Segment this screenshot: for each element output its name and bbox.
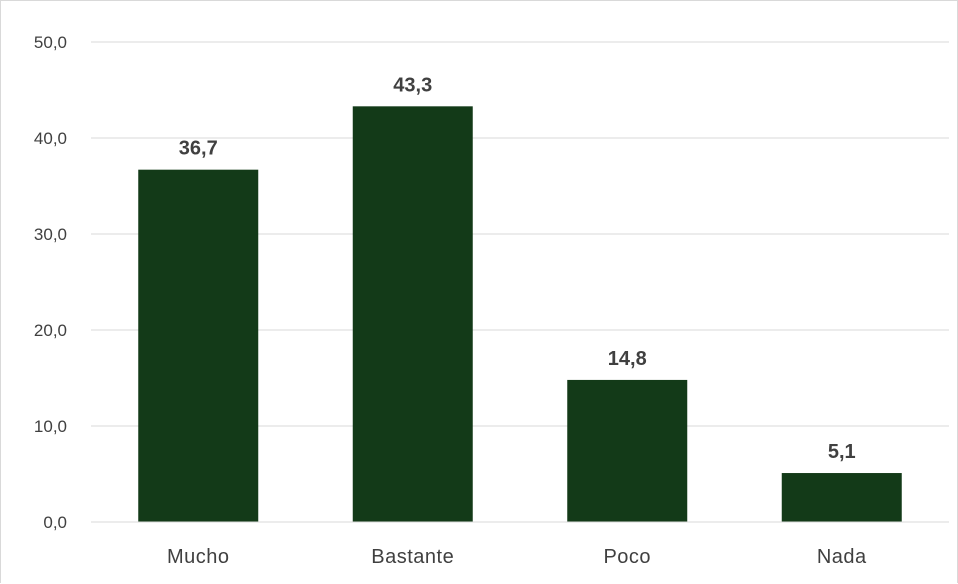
y-tick-label: 0,0 <box>43 513 67 532</box>
bar-poco <box>567 379 688 522</box>
x-axis-categories: Mucho Bastante Poco Nada <box>167 546 867 568</box>
x-category-label: Nada <box>817 546 867 568</box>
bar-nada <box>781 473 902 522</box>
y-tick-label: 40,0 <box>34 129 67 148</box>
data-labels: 36,7 43,3 14,8 5,1 <box>179 74 856 463</box>
y-axis-ticks: 0,0 10,0 20,0 30,0 40,0 50,0 <box>34 33 67 532</box>
y-tick-label: 20,0 <box>34 321 67 340</box>
x-category-label: Bastante <box>371 546 454 568</box>
bars <box>138 106 902 522</box>
data-label: 14,8 <box>608 348 647 370</box>
data-label: 36,7 <box>179 138 218 160</box>
data-label: 43,3 <box>393 74 432 96</box>
x-category-label: Poco <box>603 546 651 568</box>
y-tick-label: 50,0 <box>34 33 67 52</box>
bar-bastante <box>352 106 473 522</box>
bar-mucho <box>138 169 259 522</box>
data-label: 5,1 <box>828 441 856 463</box>
y-tick-label: 30,0 <box>34 225 67 244</box>
x-category-label: Mucho <box>167 546 230 568</box>
y-tick-label: 10,0 <box>34 417 67 436</box>
